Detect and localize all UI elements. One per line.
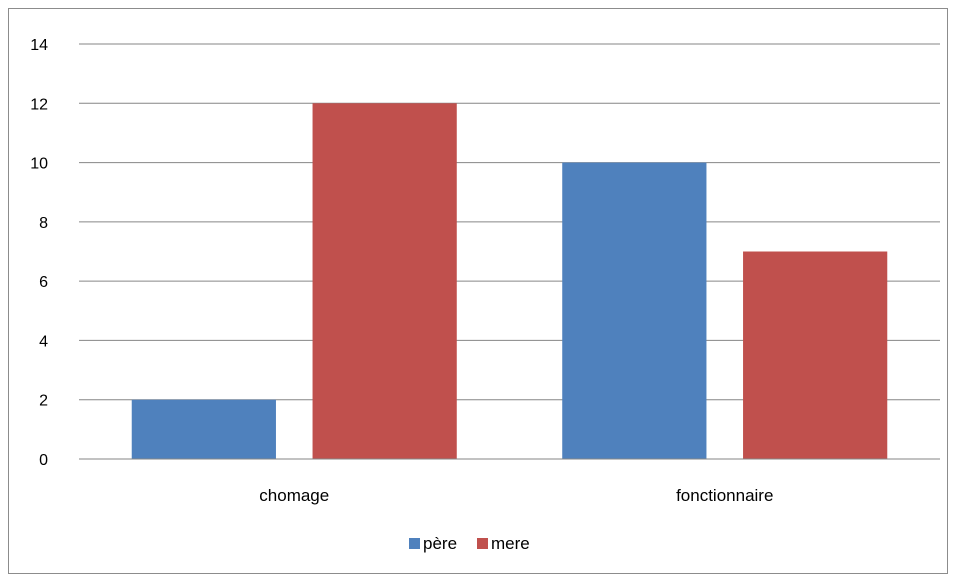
- x-category-label: fonctionnaire: [676, 486, 773, 505]
- legend-swatch-père: [409, 538, 420, 549]
- legend: père mere: [409, 534, 530, 553]
- bar-fonctionnaire-mere: [743, 251, 888, 459]
- y-tick-label: 12: [30, 96, 48, 113]
- y-tick-label: 10: [30, 156, 48, 173]
- legend-swatch-mere: [477, 538, 488, 549]
- x-category-label: chomage: [259, 486, 329, 505]
- y-tick-label: 2: [39, 393, 48, 410]
- bars: [131, 103, 888, 460]
- y-axis-tick-labels: 0 2 4 6 8 10 12 14: [30, 37, 48, 469]
- y-tick-label: 4: [39, 333, 48, 350]
- legend-label: mere: [491, 534, 530, 553]
- bar-chomage-mere: [312, 103, 457, 460]
- y-tick-label: 8: [39, 215, 48, 232]
- legend-label: père: [423, 534, 457, 553]
- y-tick-label: 14: [30, 37, 48, 54]
- y-tick-label: 6: [39, 274, 48, 291]
- bar-chomage-père: [131, 399, 276, 459]
- bar-fonctionnaire-père: [562, 162, 707, 460]
- y-tick-label: 0: [39, 452, 48, 469]
- x-axis-category-labels: chomage fonctionnaire: [259, 486, 773, 505]
